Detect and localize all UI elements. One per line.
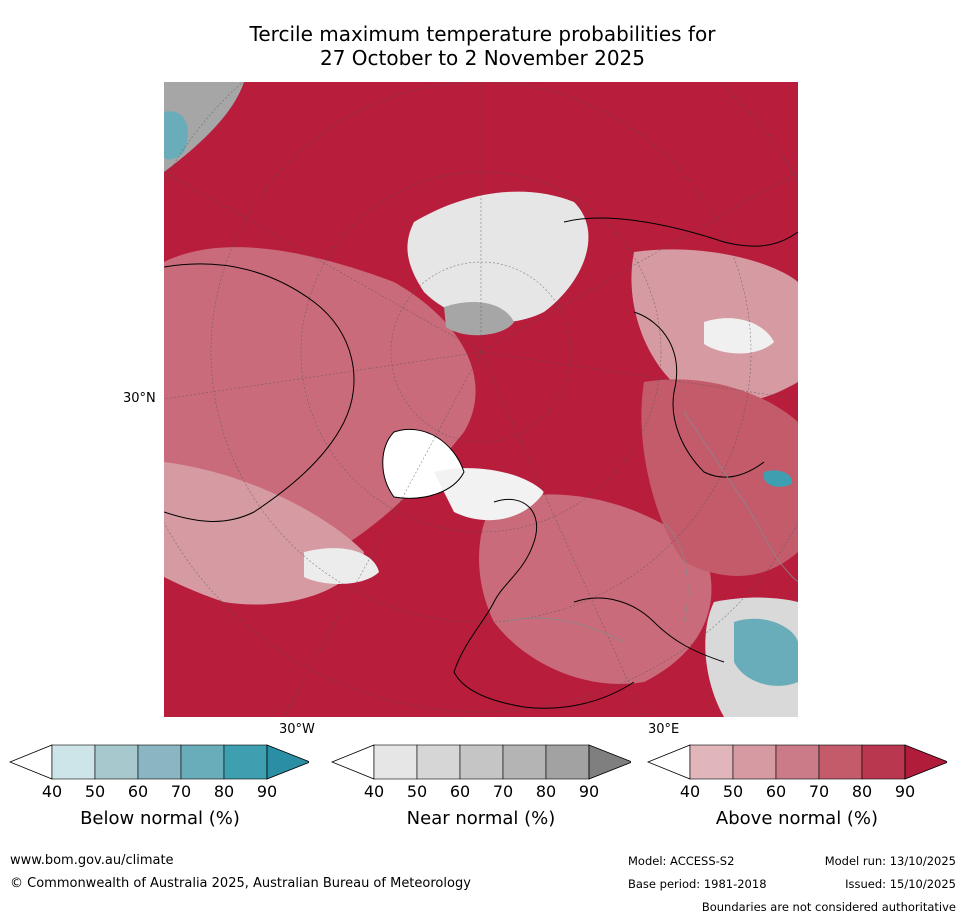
colorbar-tick-label: 60 — [449, 782, 471, 801]
footer-issued: Issued: 15/10/2025 — [845, 877, 956, 891]
below-normal-middle-east — [734, 618, 798, 686]
footer-website: www.bom.gov.au/climate — [10, 853, 174, 868]
near-normal-arctic-grey — [444, 302, 514, 336]
colorbar-tick-label: 50 — [722, 782, 744, 801]
colorbar-segment — [180, 744, 225, 780]
colorbar-near-normal — [331, 744, 631, 780]
longitude-label-30w: 30°W — [279, 722, 315, 737]
colorbar-segment — [94, 744, 139, 780]
map-title-line2: 27 October to 2 November 2025 — [319, 46, 646, 70]
map-title-line1: Tercile maximum temperature probabilitie… — [249, 22, 716, 46]
colorbar-segment — [732, 744, 777, 780]
colorbar-extend-low — [9, 744, 53, 780]
colorbar-segment — [373, 744, 418, 780]
footer-model: Model: ACCESS-S2 — [628, 854, 735, 868]
footer-copyright: © Commonwealth of Australia 2025, Austra… — [10, 876, 471, 891]
colorbar-segment — [818, 744, 863, 780]
coastlines — [164, 217, 798, 709]
colorbar-segment — [775, 744, 820, 780]
colorbar-segment — [689, 744, 734, 780]
colorbar-tick-label: 80 — [213, 782, 235, 801]
colorbar-tick-label: 50 — [84, 782, 106, 801]
near-normal-arctic-patch — [407, 191, 589, 323]
colorbar-tick-label: 40 — [679, 782, 701, 801]
colorbar-tick-label: 80 — [851, 782, 873, 801]
probability-map — [164, 82, 798, 717]
colorbar-tick-label: 40 — [41, 782, 63, 801]
colorbar-tick-label: 70 — [492, 782, 514, 801]
colorbar-tick-label: 90 — [256, 782, 278, 801]
colorbar-tick-label: 70 — [170, 782, 192, 801]
near-normal-atlantic — [434, 468, 544, 521]
near-normal-pacific-white — [304, 548, 379, 584]
colorbar-tick-label: 60 — [765, 782, 787, 801]
country-borders — [503, 411, 798, 643]
latitude-label-30n: 30°N — [123, 391, 156, 406]
graticule — [164, 82, 798, 717]
colorbar-extend-high — [904, 744, 947, 780]
colorbar-below-label: Below normal (%) — [80, 808, 240, 829]
footer-disclaimer: Boundaries are not considered authoritat… — [701, 900, 956, 914]
colorbar-segment — [223, 744, 268, 780]
near-normal-asia-white — [704, 318, 774, 354]
colorbar-above-normal — [647, 744, 947, 780]
colorbar-above-label: Above normal (%) — [715, 808, 879, 829]
longitude-label-30e: 30°E — [648, 722, 680, 737]
colorbar-tick-label: 90 — [578, 782, 600, 801]
colorbar-tick-label: 70 — [808, 782, 830, 801]
colorbar-below-normal — [9, 744, 309, 780]
colorbar-tick-label: 50 — [406, 782, 428, 801]
above-normal-region-europe — [479, 494, 712, 684]
footer-base-period: Base period: 1981-2018 — [628, 877, 767, 891]
colorbar-segment — [137, 744, 182, 780]
colorbar-tick-label: 90 — [894, 782, 916, 801]
colorbar-tick-label: 40 — [363, 782, 385, 801]
colorbar-segment — [416, 744, 461, 780]
colorbar-extend-high — [266, 744, 309, 780]
colorbar-segment — [861, 744, 906, 780]
colorbar-tick-label: 60 — [127, 782, 149, 801]
colorbar-near-label: Near normal (%) — [406, 808, 556, 829]
colorbar-segment — [51, 744, 96, 780]
colorbar-extend-low — [647, 744, 691, 780]
colorbar-segment — [502, 744, 547, 780]
colorbar-segment — [459, 744, 504, 780]
footer-model-run: Model run: 13/10/2025 — [824, 854, 956, 868]
colorbar-extend-high — [588, 744, 631, 780]
colorbar-extend-low — [331, 744, 375, 780]
colorbar-segment — [545, 744, 590, 780]
below-normal-nw-corner — [164, 111, 188, 160]
colorbar-tick-label: 80 — [535, 782, 557, 801]
below-normal-caspian — [764, 470, 793, 487]
